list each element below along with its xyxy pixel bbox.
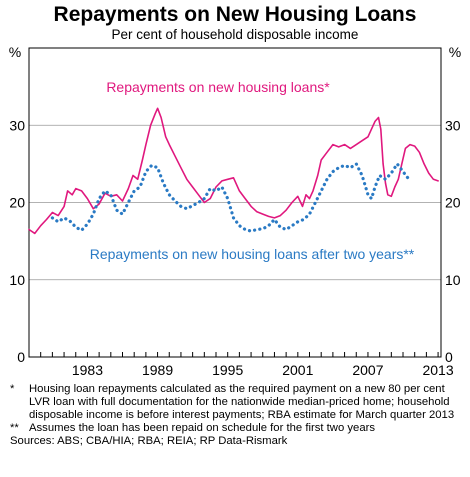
x-tick-label-1995: 1995 — [212, 362, 243, 378]
chart-subtitle: Per cent of household disposable income — [111, 27, 359, 42]
x-tick-label-1983: 1983 — [72, 362, 103, 378]
y-tick-label-left-30: 30 — [9, 117, 25, 133]
sources: Sources: ABS; CBA/HIA; RBA; REIA; RP Dat… — [10, 434, 288, 447]
y-tick-label-right-0: 0 — [445, 349, 453, 365]
chart-title: Repayments on New Housing Loans — [53, 3, 417, 26]
y-axis-label-right: % — [449, 44, 461, 60]
x-tick-label-2007: 2007 — [352, 362, 383, 378]
footnote-1-text: Housing loan repayments calculated as th… — [29, 383, 455, 421]
footnote-2: ** Assumes the loan has been repaid on s… — [10, 422, 465, 435]
y-tick-label-right-10: 10 — [445, 272, 461, 288]
footnote-1-mark: * — [10, 383, 15, 395]
footnote-2-mark: ** — [10, 421, 19, 434]
y-tick-label-left-10: 10 — [9, 272, 25, 288]
x-tick-label-1989: 1989 — [142, 362, 173, 378]
series-line-2 — [50, 162, 411, 233]
y-tick-label-right-30: 30 — [445, 117, 461, 133]
y-tick-label-left-20: 20 — [9, 195, 25, 211]
x-tick-marks — [28, 352, 439, 357]
series-line-1 — [28, 107, 439, 235]
x-tick-label-2013: 2013 — [422, 362, 453, 378]
axis-labels: 0 0 10 10 20 20 30 30% % 1983 1989 1995 2001 2007 2013… — [9, 44, 461, 378]
plot-frame — [28, 47, 442, 358]
x-tick-label-2001: 2001 — [282, 362, 313, 378]
y-tick-label-right-20: 20 — [445, 195, 461, 211]
footnote-2-text: Assumes the loan has been repaid on sche… — [29, 421, 376, 434]
series-layer — [28, 107, 439, 235]
series-label-2: Repayments on new housing loans after tw… — [90, 246, 415, 262]
y-tick-label-left-0: 0 — [17, 349, 25, 365]
footnote-1: * Housing loan repayments calculated as … — [10, 383, 465, 422]
series-label-1: Repayments on new housing loans* — [106, 79, 330, 95]
y-axis-label-left: % — [9, 44, 21, 60]
footnotes: * Housing loan repayments calculated as … — [10, 383, 465, 448]
